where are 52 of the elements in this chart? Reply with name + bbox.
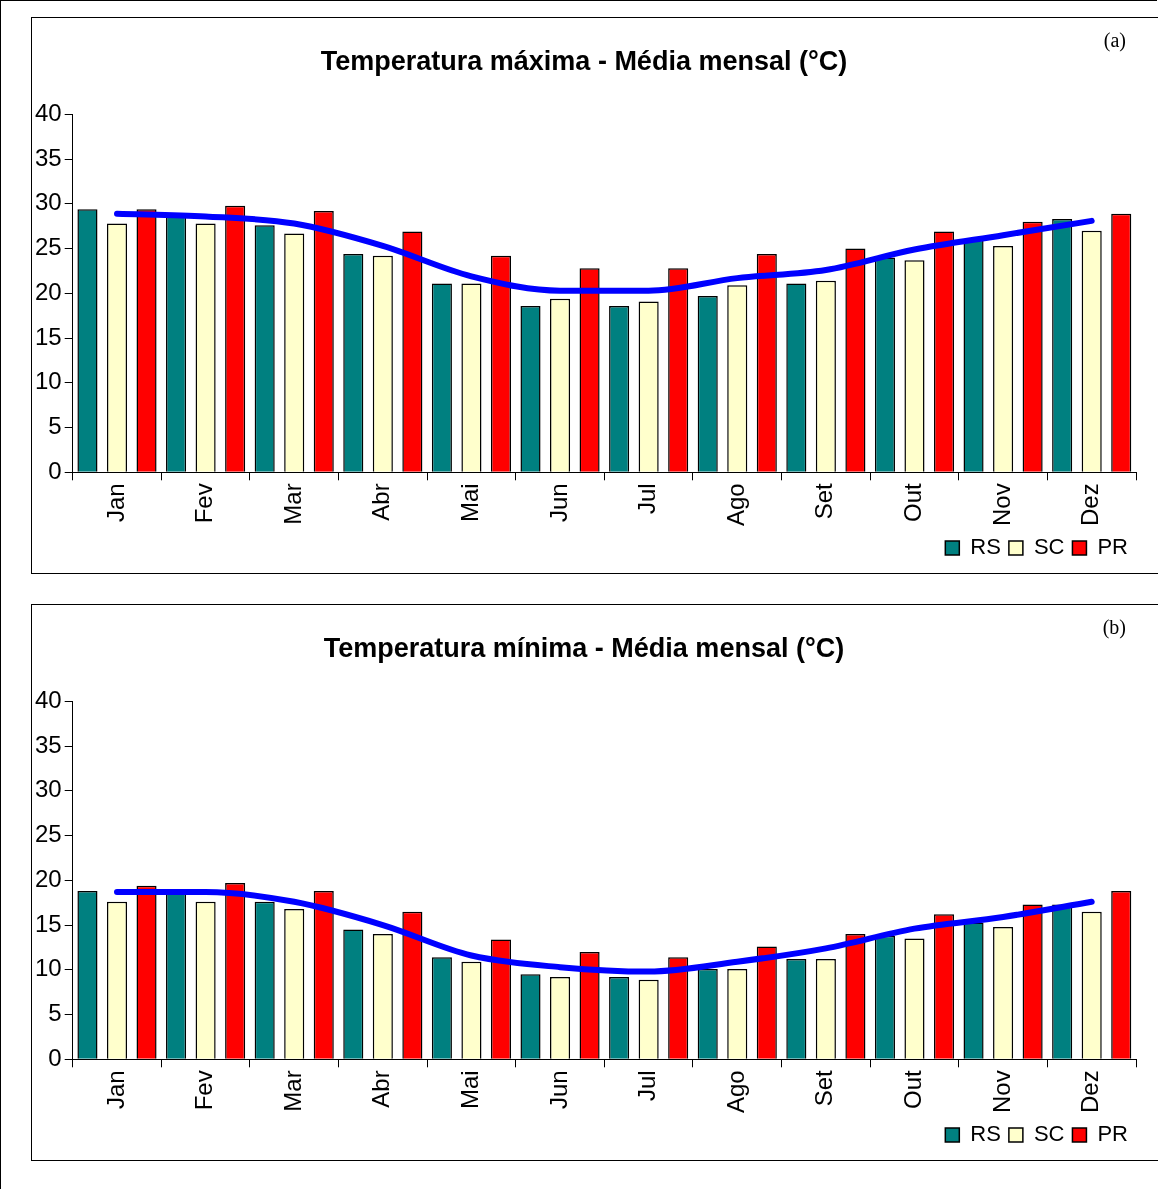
x-tick-label: Nov xyxy=(987,1070,1015,1113)
chart-title: Temperatura mínima - Média mensal (°C) xyxy=(323,632,845,663)
y-tick-label: 30 xyxy=(34,188,62,216)
y-tick-label: 15 xyxy=(34,909,62,937)
x-tick-label: Jan xyxy=(101,483,129,522)
x-tick-label: Abr xyxy=(367,483,395,521)
x-tick-label: Out xyxy=(899,1069,927,1109)
x-tick-label: Dez xyxy=(1076,1070,1104,1113)
x-tick-label: Set xyxy=(810,1069,838,1107)
x-tick-label: Nov xyxy=(987,483,1015,526)
y-tick-label: 35 xyxy=(34,143,62,171)
legend-label: SC xyxy=(1033,1121,1065,1147)
x-tick-label: Abr xyxy=(367,1070,395,1108)
x-tick-label: Fev xyxy=(190,1070,218,1111)
y-tick-label: 35 xyxy=(34,730,62,758)
y-tick-label: 10 xyxy=(34,367,62,395)
y-tick-label: 40 xyxy=(34,99,62,127)
text: (b) xyxy=(1102,616,1126,640)
x-tick-label: Jun xyxy=(544,483,572,522)
legend-label: RS xyxy=(970,534,1001,560)
x-tick-label: Jul xyxy=(633,483,661,514)
y-tick-label: 0 xyxy=(48,456,62,484)
x-tick-label: Set xyxy=(810,482,838,520)
y-tick-label: 10 xyxy=(34,954,62,982)
y-tick-label: 25 xyxy=(34,820,62,848)
x-tick-label: Out xyxy=(899,482,927,522)
x-tick-label: Mai xyxy=(456,1070,484,1109)
y-tick-label: 15 xyxy=(34,322,62,350)
x-tick-label: Dez xyxy=(1076,483,1104,526)
legend-label: PR xyxy=(1097,534,1128,560)
legend-label: SC xyxy=(1033,534,1065,560)
y-tick-label: 5 xyxy=(48,412,62,440)
x-tick-label: Mai xyxy=(456,483,484,522)
y-tick-label: 30 xyxy=(34,775,62,803)
chart-title: Temperatura máxima - Média mensal (°C) xyxy=(320,45,848,76)
x-tick-label: Mar xyxy=(278,1070,306,1112)
y-tick-label: 20 xyxy=(34,864,62,892)
y-tick-label: 5 xyxy=(48,999,62,1027)
x-tick-label: Jun xyxy=(544,1070,572,1109)
x-tick-label: Jul xyxy=(633,1070,661,1101)
y-tick-label: 20 xyxy=(34,277,62,305)
text: (a) xyxy=(1103,29,1126,53)
legend-label: PR xyxy=(1097,1121,1128,1147)
legend-label: RS xyxy=(970,1121,1001,1147)
x-tick-label: Jan xyxy=(101,1070,129,1109)
x-tick-label: Ago xyxy=(721,483,749,526)
y-tick-label: 40 xyxy=(34,686,62,714)
x-tick-label: Mar xyxy=(278,483,306,525)
x-tick-label: Ago xyxy=(721,1070,749,1113)
y-tick-label: 0 xyxy=(48,1043,62,1071)
x-tick-label: Fev xyxy=(190,483,218,524)
y-tick-label: 25 xyxy=(34,233,62,261)
